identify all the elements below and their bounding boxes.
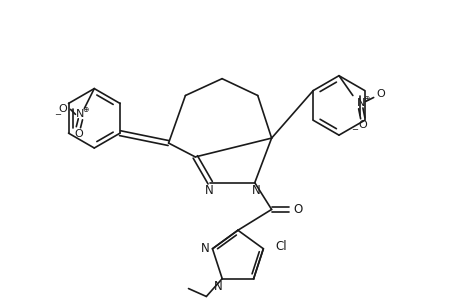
Text: O: O: [375, 88, 384, 98]
Text: N: N: [201, 242, 209, 255]
Text: −: −: [54, 110, 61, 119]
Text: N: N: [213, 280, 222, 293]
Text: N: N: [204, 184, 213, 197]
Text: N: N: [76, 109, 84, 119]
Text: O: O: [358, 120, 366, 130]
Text: −: −: [351, 125, 358, 134]
Text: ⊕: ⊕: [82, 105, 88, 114]
Text: O: O: [293, 203, 302, 216]
Text: O: O: [58, 104, 67, 114]
Text: Cl: Cl: [275, 240, 286, 253]
Text: O: O: [74, 129, 83, 139]
Text: N: N: [356, 98, 364, 108]
Text: ⊕: ⊕: [363, 94, 369, 103]
Text: N: N: [251, 184, 260, 197]
